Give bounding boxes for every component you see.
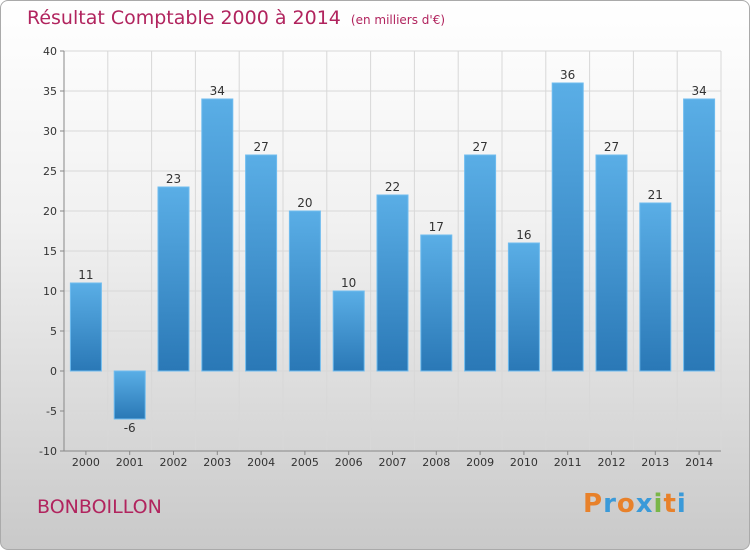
x-tick-label: 2003 (203, 456, 231, 469)
x-tick-label: 2007 (379, 456, 407, 469)
y-tick-label: 15 (43, 245, 57, 258)
value-label: 10 (341, 276, 356, 290)
y-tick-label: 25 (43, 165, 57, 178)
x-tick-label: 2001 (116, 456, 144, 469)
place-name: BONBOILLON (37, 496, 162, 518)
x-tick-label: 2009 (466, 456, 494, 469)
y-tick-label: 10 (43, 285, 57, 298)
logo-letter: i (676, 489, 687, 519)
value-label: 20 (297, 196, 312, 210)
bar-layer: 11 -6 23 34 27 20 10 22 17 27 16 36 27 21 34 (69, 68, 716, 435)
bar-2007 (376, 194, 409, 372)
x-tick-label: 2008 (422, 456, 450, 469)
y-tick-label: 35 (43, 85, 57, 98)
logo-letter: P (583, 489, 604, 519)
x-tick-label: 2010 (510, 456, 538, 469)
bar-2008 (420, 234, 453, 372)
value-label: 21 (648, 188, 663, 202)
bar-2014 (683, 98, 716, 372)
bar-2002 (157, 186, 190, 372)
value-label: 27 (253, 140, 268, 154)
y-tick-label: -5 (46, 405, 57, 418)
logo-letter: i (653, 489, 664, 519)
value-label: -6 (124, 421, 136, 435)
x-tick-label: 2005 (291, 456, 319, 469)
value-label: 11 (78, 268, 93, 282)
bar-2010 (507, 242, 540, 372)
axis-layer: -10 -5 0 5 10 15 20 25 30 35 40 2000 2001 2002 2003 200… (39, 45, 721, 469)
y-tick-label: 40 (43, 45, 57, 58)
logo-letter: r (603, 489, 617, 519)
x-tick-label: 2012 (598, 456, 626, 469)
x-tick-label: 2000 (72, 456, 100, 469)
x-tick-label: 2002 (160, 456, 188, 469)
x-tick-label: 2013 (641, 456, 669, 469)
value-label: 36 (560, 68, 575, 82)
bar-2013 (639, 202, 672, 372)
y-tick-label: 30 (43, 125, 57, 138)
bar-2005 (288, 210, 321, 372)
value-label: 27 (472, 140, 487, 154)
logo-letter: x (635, 489, 654, 519)
chart-title: Résultat Comptable 2000 à 2014 (en millie… (27, 7, 445, 29)
bar-2012 (595, 154, 628, 372)
bar-2001 (113, 370, 146, 420)
x-tick-label: 2011 (554, 456, 582, 469)
x-tick-label: 2004 (247, 456, 275, 469)
y-tick-label: 5 (50, 325, 57, 338)
bar-2000 (69, 282, 102, 372)
value-label: 34 (210, 84, 225, 98)
bar-2006 (332, 290, 365, 372)
value-label: 22 (385, 180, 400, 194)
x-tick-label: 2014 (685, 456, 713, 469)
logo-letter: o (616, 489, 636, 519)
value-label: 34 (691, 84, 706, 98)
value-label: 23 (166, 172, 181, 186)
value-label: 16 (516, 228, 531, 242)
proxiti-logo: Proxiti (583, 489, 687, 519)
chart-title-text: Résultat Comptable 2000 à 2014 (27, 7, 341, 29)
bar-2003 (201, 98, 234, 372)
bar-2004 (245, 154, 278, 372)
value-label: 27 (604, 140, 619, 154)
y-tick-label: -10 (39, 445, 57, 458)
value-label: 17 (429, 220, 444, 234)
bar-2009 (464, 154, 497, 372)
logo-letter: t (663, 489, 677, 519)
chart-unit: (en milliers d'€) (350, 13, 446, 27)
x-tick-label: 2006 (335, 456, 363, 469)
bar-2011 (551, 82, 584, 372)
y-tick-label: 20 (43, 205, 57, 218)
y-tick-label: 0 (50, 365, 57, 378)
